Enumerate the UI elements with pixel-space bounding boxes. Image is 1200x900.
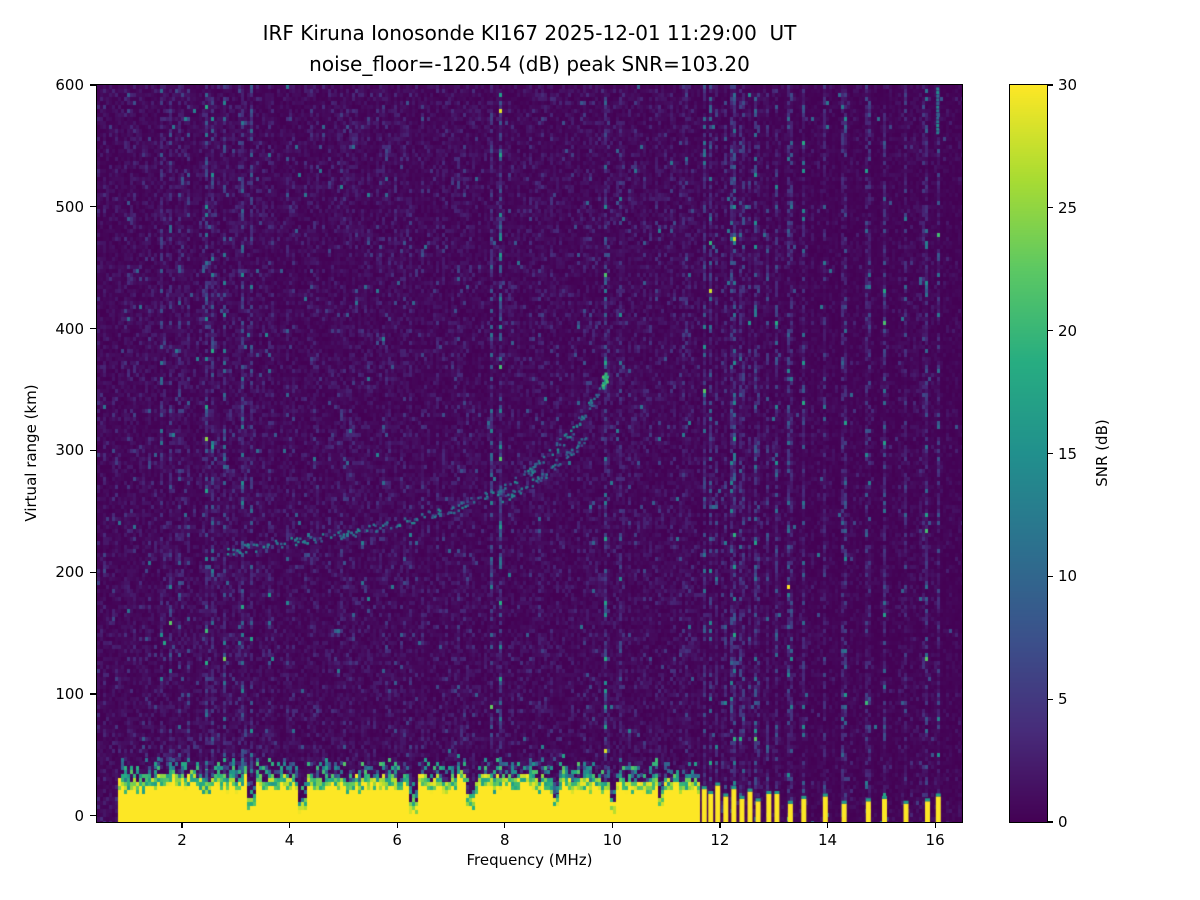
x-tick-label: 16 bbox=[925, 831, 945, 849]
x-tick-label: 2 bbox=[177, 831, 187, 849]
plot-area bbox=[96, 84, 963, 823]
y-tick-label: 200 bbox=[55, 563, 84, 582]
x-tick-mark bbox=[181, 823, 183, 828]
y-tick-label: 600 bbox=[55, 76, 84, 94]
y-axis-label: Virtual range (km) bbox=[22, 384, 40, 522]
colorbar-label: SNR (dB) bbox=[1093, 419, 1111, 487]
x-tick-mark bbox=[719, 823, 721, 828]
y-tick-mark bbox=[90, 449, 96, 452]
colorbar-tick-mark bbox=[1048, 452, 1053, 455]
y-tick-label: 100 bbox=[55, 685, 84, 704]
x-tick-mark bbox=[288, 823, 291, 828]
colorbar-tick-label: 25 bbox=[1058, 198, 1078, 217]
colorbar bbox=[1009, 84, 1048, 823]
colorbar-tick-mark bbox=[1048, 698, 1053, 700]
x-tick-label: 6 bbox=[392, 831, 402, 849]
colorbar-tick-label: 0 bbox=[1058, 813, 1068, 831]
chart-title: IRF Kiruna Ionosonde KI167 2025-12-01 11… bbox=[97, 18, 962, 80]
x-tick-label: 10 bbox=[602, 831, 622, 849]
y-tick-label: 400 bbox=[55, 319, 84, 338]
x-tick-label: 14 bbox=[817, 831, 838, 849]
y-tick-label: 300 bbox=[55, 441, 84, 460]
x-tick-label: 4 bbox=[284, 831, 295, 849]
x-tick-mark bbox=[611, 823, 613, 828]
colorbar-tick-mark bbox=[1048, 821, 1053, 823]
x-tick-mark bbox=[934, 823, 936, 828]
y-tick-label: 0 bbox=[74, 806, 84, 825]
colorbar-tick-label: 15 bbox=[1058, 444, 1078, 463]
x-tick-label: 8 bbox=[499, 831, 510, 849]
x-tick-mark bbox=[826, 823, 829, 828]
y-tick-mark bbox=[90, 815, 96, 817]
ionogram-heatmap bbox=[97, 85, 962, 822]
x-tick-mark bbox=[396, 823, 398, 828]
colorbar-tick-mark bbox=[1048, 330, 1053, 332]
y-tick-mark bbox=[90, 571, 96, 573]
colorbar-tick-label: 5 bbox=[1058, 690, 1068, 709]
y-tick-mark bbox=[90, 693, 96, 695]
y-tick-mark bbox=[90, 84, 96, 86]
x-tick-mark bbox=[504, 823, 506, 828]
colorbar-tick-mark bbox=[1048, 84, 1053, 86]
colorbar-tick-label: 10 bbox=[1058, 567, 1078, 586]
y-tick-mark bbox=[90, 206, 96, 208]
y-tick-label: 500 bbox=[55, 197, 84, 216]
colorbar-gradient bbox=[1010, 85, 1047, 822]
colorbar-tick-label: 30 bbox=[1058, 76, 1078, 94]
x-tick-label: 12 bbox=[710, 831, 730, 849]
x-axis-label: Frequency (MHz) bbox=[466, 851, 593, 869]
colorbar-tick-mark bbox=[1048, 207, 1053, 209]
chart-title-line1: IRF Kiruna Ionosonde KI167 2025-12-01 11… bbox=[262, 21, 797, 45]
colorbar-tick-mark bbox=[1048, 575, 1053, 577]
chart-title-line2: noise_floor=-120.54 (dB) peak SNR=103.20 bbox=[309, 52, 750, 76]
y-tick-mark bbox=[90, 328, 96, 330]
colorbar-tick-label: 20 bbox=[1058, 321, 1078, 340]
